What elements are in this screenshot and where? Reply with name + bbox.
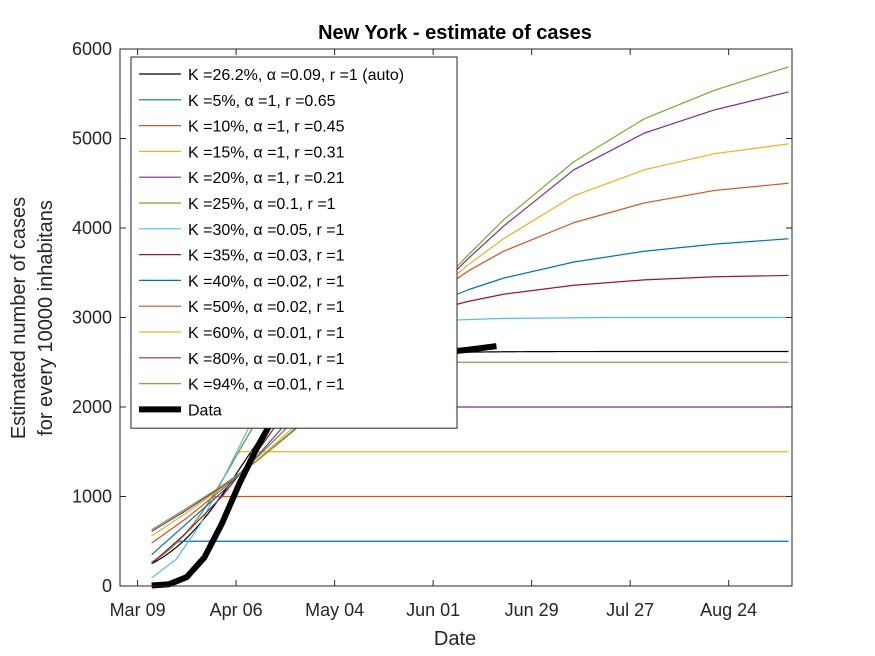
y-tick-label: 0 <box>102 576 112 596</box>
legend-label: K =15%, α =1, r =0.31 <box>188 144 345 161</box>
x-axis-title: Date <box>434 628 476 650</box>
x-tick-label: Jul 27 <box>606 600 654 620</box>
x-tick-label: May 04 <box>305 600 364 620</box>
y-tick-label: 4000 <box>72 218 112 238</box>
legend-label: K =60%, α =0.01, r =1 <box>188 325 345 342</box>
y-tick-label: 6000 <box>72 39 112 59</box>
legend-label: Data <box>188 402 222 419</box>
legend-label: K =20%, α =1, r =0.21 <box>188 170 345 187</box>
y-tick-label: 2000 <box>72 397 112 417</box>
y-tick-label: 3000 <box>72 308 112 328</box>
chart-title: New York - estimate of cases <box>318 22 592 44</box>
x-tick-label: Aug 24 <box>700 600 757 620</box>
y-axis-title-line-1: Estimated number of cases <box>8 197 30 439</box>
legend: K =26.2%, α =0.09, r =1 (auto) K =5%, α =… <box>130 56 458 429</box>
legend-label: K =25%, α =0.1, r =1 <box>188 196 336 213</box>
y-tick-label: 5000 <box>72 129 112 149</box>
legend-label: K =40%, α =0.02, r =1 <box>188 273 345 290</box>
legend-label: K =35%, α =0.03, r =1 <box>188 248 345 265</box>
series-line-3 <box>151 495 789 563</box>
legend-label: K =94%, α =0.01, r =1 <box>188 377 345 394</box>
x-tick-label: Apr 06 <box>210 600 263 620</box>
ticks-layer: Mar 09 Apr 06 May 04 Jun 01 Jun 29 Jul 27 Aug … <box>72 39 792 620</box>
legend-label: K =10%, α =1, r =0.45 <box>188 119 345 136</box>
legend-label: K =80%, α =0.01, r =1 <box>188 351 345 368</box>
y-axis-title-line-2: for every 10000 inhabitans <box>35 200 57 436</box>
legend-label: K =26.2%, α =0.09, r =1 (auto) <box>188 67 404 84</box>
x-tick-label: Mar 09 <box>110 600 166 620</box>
x-tick-label: Jun 29 <box>505 600 559 620</box>
y-tick-label: 1000 <box>72 487 112 507</box>
legend-label: K =30%, α =0.05, r =1 <box>188 222 345 239</box>
x-tick-label: Jun 01 <box>406 600 460 620</box>
series-line-2 <box>151 540 789 563</box>
legend-label: K =50%, α =0.02, r =1 <box>188 299 345 316</box>
legend-box <box>130 56 458 429</box>
legend-label: K =5%, α =1, r =0.65 <box>188 93 336 110</box>
